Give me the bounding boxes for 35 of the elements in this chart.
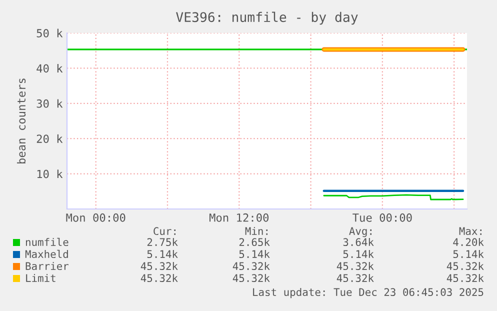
- text: 2.65k: [239, 238, 270, 246]
- text: 2.75k: [147, 238, 178, 246]
- text: Min:: [245, 226, 268, 235]
- text: 45.32k: [336, 274, 374, 282]
- text: 45.32k: [140, 274, 178, 282]
- legend-label: Barrier: [26, 262, 68, 270]
- text: 5.14k: [343, 250, 374, 258]
- x-tick-label: Mon 00:00: [66, 213, 126, 222]
- text: 45.32k: [336, 262, 374, 270]
- y-tick-label: 20 k: [36, 134, 63, 144]
- text: Avg:: [349, 227, 372, 238]
- text: 45.32k: [446, 274, 484, 282]
- text: 45.32k: [446, 262, 484, 270]
- y-tick-label: 10 k: [37, 170, 63, 178]
- y-tick-label: 50 k: [36, 28, 63, 38]
- x-tick-label: Tue 00:00: [352, 213, 412, 222]
- y-tick-label: 30 k: [36, 99, 63, 108]
- text: 45.32k: [232, 274, 270, 282]
- text: 3.64k: [343, 238, 374, 246]
- text: 5.14k: [147, 250, 178, 258]
- text: Last update: Tue Dec 23 06:45:03 2025: [253, 288, 484, 298]
- text: 5.14k: [239, 250, 270, 258]
- text: 4.20k: [453, 238, 484, 246]
- x-tick-label: Mon 12:00: [210, 213, 269, 222]
- y-tick-label: 40 k: [36, 64, 63, 73]
- text: 5.14k: [453, 250, 484, 258]
- legend-label: Limit: [26, 274, 56, 282]
- text: 45.32k: [232, 262, 270, 270]
- chart-title: VE396: numfile - by day: [176, 12, 358, 25]
- legend-label: Maxheld: [25, 250, 68, 258]
- legend-label: numfile: [26, 238, 68, 246]
- y-axis-title: bean counters: [16, 78, 26, 164]
- text: 45.32k: [140, 262, 178, 270]
- text: Max:: [459, 227, 482, 236]
- text: Cur:: [154, 227, 176, 236]
